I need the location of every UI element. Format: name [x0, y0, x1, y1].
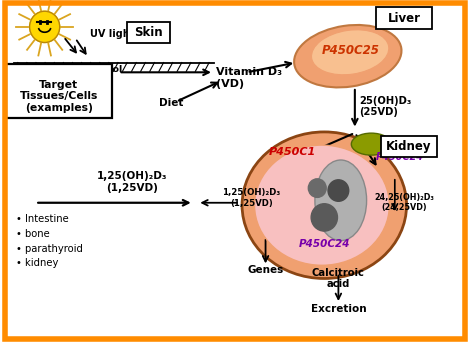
- Text: Excretion: Excretion: [311, 304, 366, 314]
- Text: Liver: Liver: [388, 12, 421, 25]
- Text: Diet: Diet: [159, 98, 183, 108]
- Text: P450C25: P450C25: [322, 44, 380, 57]
- Text: P450C1: P450C1: [269, 147, 316, 157]
- Text: Skin: Skin: [134, 26, 163, 39]
- Text: 1,25(OH)₂D₃
(1,25VD): 1,25(OH)₂D₃ (1,25VD): [222, 188, 281, 208]
- FancyBboxPatch shape: [127, 23, 170, 43]
- Circle shape: [328, 180, 349, 201]
- Text: P450C24: P450C24: [298, 239, 350, 249]
- FancyBboxPatch shape: [376, 7, 432, 29]
- Text: • parathyroid: • parathyroid: [16, 244, 83, 254]
- Circle shape: [30, 11, 60, 42]
- Ellipse shape: [315, 160, 367, 241]
- Text: 7-dehydrocholesterol: 7-dehydrocholesterol: [8, 65, 123, 74]
- Ellipse shape: [312, 30, 389, 75]
- Text: Target
Tissues/Cells
(examples): Target Tissues/Cells (examples): [20, 80, 98, 113]
- Circle shape: [311, 204, 337, 231]
- Text: 1,25(OH)₂D₃
(1,25VD): 1,25(OH)₂D₃ (1,25VD): [96, 171, 167, 193]
- Ellipse shape: [351, 133, 392, 155]
- Ellipse shape: [255, 145, 390, 265]
- Text: Vitamin D₃
(VD): Vitamin D₃ (VD): [216, 67, 282, 89]
- FancyBboxPatch shape: [381, 136, 437, 157]
- Text: P450C24: P450C24: [376, 152, 424, 162]
- Ellipse shape: [294, 25, 401, 88]
- Text: Kidney: Kidney: [386, 140, 431, 153]
- Text: Genes: Genes: [247, 265, 284, 275]
- Text: 25(OH)D₃
(25VD): 25(OH)D₃ (25VD): [360, 96, 412, 117]
- FancyBboxPatch shape: [6, 64, 112, 118]
- Text: • bone: • bone: [16, 229, 50, 239]
- Text: • kidney: • kidney: [16, 258, 59, 268]
- Text: • Intestine: • Intestine: [16, 214, 69, 224]
- Circle shape: [308, 179, 326, 197]
- Text: 24,25(OH)₂D₃
(24,25VD): 24,25(OH)₂D₃ (24,25VD): [374, 193, 434, 212]
- Text: Calcitroic
acid: Calcitroic acid: [312, 268, 365, 289]
- Text: UV light: UV light: [90, 29, 134, 39]
- Ellipse shape: [242, 132, 407, 278]
